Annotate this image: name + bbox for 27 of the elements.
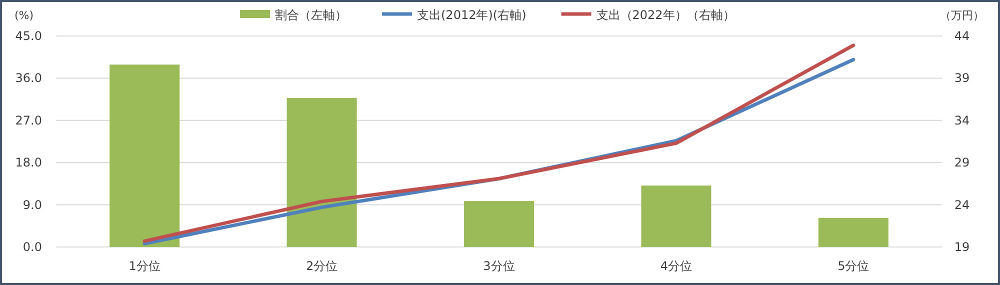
y2-tick-label: 39 [954, 71, 970, 86]
bar [464, 201, 534, 247]
x-tick-label: 1分位 [128, 259, 160, 273]
y2-axis-title: （万円） [940, 9, 984, 22]
x-tick-label: 4分位 [660, 259, 692, 273]
legend-label: 割合（左軸） [275, 8, 347, 22]
bar [110, 64, 180, 247]
y-tick-label: 27.0 [15, 113, 42, 128]
legend-label: 支出(2012年)(右軸) [417, 8, 526, 22]
y-tick-label: 0.0 [22, 240, 42, 254]
y2-tick-label: 34 [954, 113, 970, 128]
bar [818, 218, 888, 247]
x-tick-label: 2分位 [306, 259, 338, 273]
y-tick-label: 9.0 [22, 198, 42, 212]
y-tick-label: 36.0 [15, 71, 42, 86]
y-tick-label: 18.0 [15, 156, 42, 170]
y-axis-title: (%) [14, 9, 34, 22]
x-tick-label: 3分位 [483, 259, 515, 273]
legend-label: 支出（2022年）（右軸） [596, 8, 735, 22]
y2-tick-label: 29 [954, 156, 970, 170]
x-tick-label: 5分位 [838, 259, 870, 273]
y2-tick-label: 44 [954, 29, 970, 43]
y-tick-label: 45.0 [15, 29, 42, 43]
bar [641, 186, 712, 247]
y2-tick-label: 24 [954, 198, 970, 212]
bar [286, 98, 357, 247]
y2-tick-label: 19 [954, 240, 970, 254]
